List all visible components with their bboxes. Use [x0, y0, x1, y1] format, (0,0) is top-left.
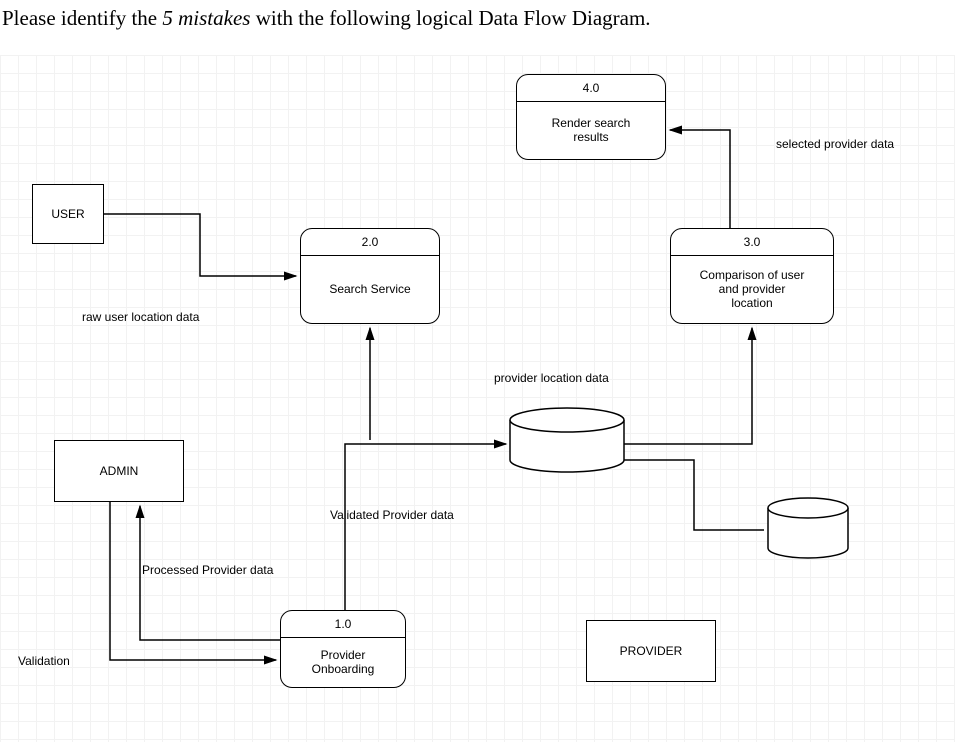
flow-label-selected-provider: selected provider data: [776, 137, 894, 151]
entity-admin: ADMIN: [54, 440, 184, 502]
process-2: 2.0 Search Service: [300, 228, 440, 324]
process-4-number: 4.0: [517, 75, 665, 102]
process-4: 4.0 Render searchresults: [516, 74, 666, 160]
process-1: 1.0 ProviderOnboarding: [280, 610, 406, 688]
flow-label-processed-provider: Processed Provider data: [142, 563, 273, 577]
process-2-name: Search Service: [301, 256, 439, 322]
flow-label-raw-user-location: raw user location data: [82, 310, 199, 324]
process-4-name: Render searchresults: [517, 102, 665, 158]
process-3-number: 3.0: [671, 229, 833, 256]
diagram-grid: [0, 55, 955, 742]
entity-provider: PROVIDER: [586, 620, 716, 682]
entity-user: USER: [32, 184, 104, 244]
entity-provider-label: PROVIDER: [620, 644, 683, 658]
process-1-number: 1.0: [281, 611, 405, 638]
datastore-provider-file-label: Provider File: [520, 438, 614, 452]
flow-label-provider-location: provider location data: [494, 371, 609, 385]
process-2-number: 2.0: [301, 229, 439, 256]
question-suffix: with the following logical Data Flow Dia…: [250, 6, 650, 30]
process-3-name: Comparison of userand providerlocation: [671, 256, 833, 322]
flow-label-validated-provider: Validated Provider data: [330, 508, 454, 522]
question-italic: 5 mistakes: [162, 6, 250, 30]
question-prefix: Please identify the: [2, 6, 162, 30]
entity-user-label: USER: [51, 207, 84, 221]
entity-admin-label: ADMIN: [100, 464, 139, 478]
flow-label-validation: Validation: [18, 654, 70, 668]
process-1-name: ProviderOnboarding: [281, 638, 405, 686]
question-text: Please identify the 5 mistakes with the …: [2, 6, 651, 31]
process-3: 3.0 Comparison of userand providerlocati…: [670, 228, 834, 324]
